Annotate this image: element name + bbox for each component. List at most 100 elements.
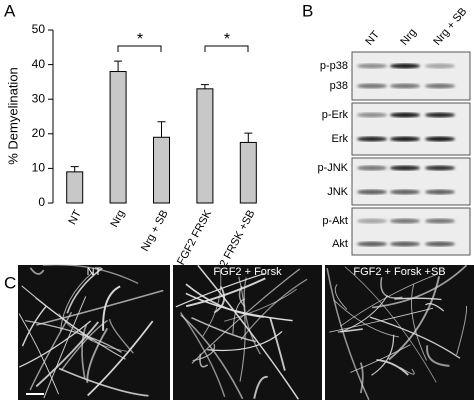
panel-label: A [4,1,16,20]
bar [196,88,214,204]
micrograph-title: NT [87,266,102,278]
fiber [191,317,257,343]
micrograph-title: FGF2 + Forsk [213,266,282,278]
fiber [185,277,266,308]
blot-column-label: Nrg [398,26,419,47]
blot-band [357,241,387,247]
fiber [207,330,283,352]
error-bar [157,121,166,138]
fiber [376,359,409,376]
blot-band [425,165,455,171]
significance-bracket [117,45,162,52]
fiber [21,285,126,360]
fiber [42,264,139,285]
fiber [371,334,395,376]
fiber [192,343,216,362]
significance-marker: * [224,31,230,48]
y-tick-label: 30 [32,91,46,105]
blot-band [357,218,387,224]
fiber [399,366,415,375]
fiber [456,305,468,356]
blot-row-label: Erk [332,133,349,145]
blot-box [351,51,471,101]
fiber [86,327,109,383]
fiber [380,277,403,299]
blot-band [357,136,387,142]
fiber [87,320,154,397]
blot-band [357,165,387,171]
fiber [59,271,94,331]
micrograph: FGF2 + Forsk [173,264,322,400]
blot-row-label: Akt [332,238,348,250]
x-tick-label: Nrg [108,208,127,229]
fiber [334,284,348,310]
fiber [337,328,363,333]
fiber [243,277,261,355]
fiber [58,367,149,397]
fiber [102,285,121,331]
bar [153,136,170,204]
y-axis-label: % Demyelination [5,67,20,165]
blot-band [390,112,420,118]
fiber [180,314,244,400]
micrograph: FGF2 + Forsk +SB [325,264,474,401]
blot-band [390,241,420,247]
fiber [175,272,265,308]
significance-bracket [204,45,249,52]
error-bar [200,84,209,89]
fiber [36,289,164,326]
blot-row-label: p38 [330,80,348,92]
blot-band [357,112,387,118]
blot-column-label: Nrg + SB [431,6,469,48]
blot-row-label: JNK [327,186,348,198]
y-tick-label: 20 [32,126,46,140]
fiber [425,303,445,312]
blot-band [390,83,420,89]
fiber [21,305,47,347]
fiber [197,264,300,400]
fiber [253,375,268,399]
x-tick-label: FGF2 FRSK [175,208,214,268]
error-bar [244,132,253,143]
fiber [394,297,442,301]
fiber [179,312,226,398]
bar [239,141,257,204]
fiber [269,317,286,371]
blot-band [425,218,455,224]
fiber [29,267,45,275]
fiber [58,313,128,352]
blot-row-label: p-Akt [322,215,348,227]
fiber [340,295,388,333]
blot-box [351,102,471,156]
blot-band [390,63,420,69]
significance-marker: * [137,31,143,48]
blot-column-label: NT [363,29,382,48]
fiber [224,288,297,322]
fiber [18,313,59,395]
y-tick-label: 0 [38,195,45,209]
bar [66,171,84,204]
bar [109,71,127,204]
fiber [43,296,87,399]
blot-box [351,157,471,206]
fiber [411,284,427,361]
blot-band [357,83,387,89]
blot-band [390,189,420,195]
micrograph-title: FGF2 + Forsk +SB [353,266,445,278]
micrograph: NT [18,264,170,400]
blot-band [390,136,420,142]
blot-row-label: p-Erk [322,109,349,121]
blot-band [425,136,455,142]
panel-label: B [302,1,313,20]
fiber [359,362,364,394]
blot-band [425,63,455,69]
fiber [371,264,468,309]
fiber [185,283,264,318]
blot-row-label: p-p38 [320,60,348,72]
blot-band [425,241,455,247]
blot-band [357,63,387,69]
fiber [213,286,226,314]
blot-band [425,112,455,118]
micrograph-bg [325,265,474,400]
